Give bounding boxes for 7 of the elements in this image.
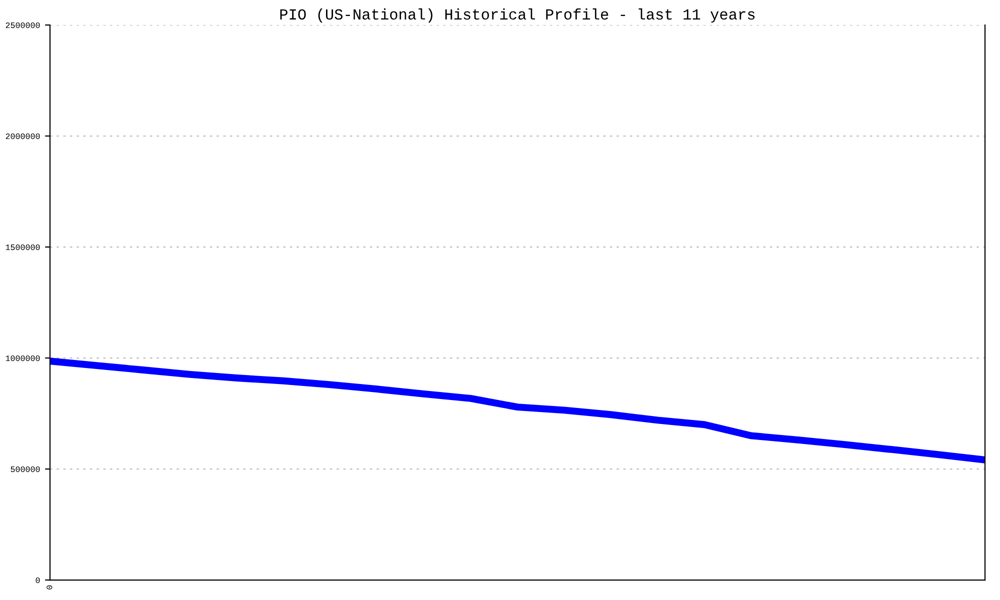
- y-tick-label: 0: [36, 577, 40, 584]
- y-tick-label: 500000: [10, 466, 40, 472]
- y-tick-label: 2500000: [6, 22, 40, 28]
- y-tick-label: 1000000: [6, 355, 40, 362]
- y-tick-label: 2000000: [6, 133, 40, 140]
- chart-title: PIO (US-National) Historical Profile - last 11 years: [280, 8, 755, 23]
- y-tick-label: 1500000: [6, 244, 40, 250]
